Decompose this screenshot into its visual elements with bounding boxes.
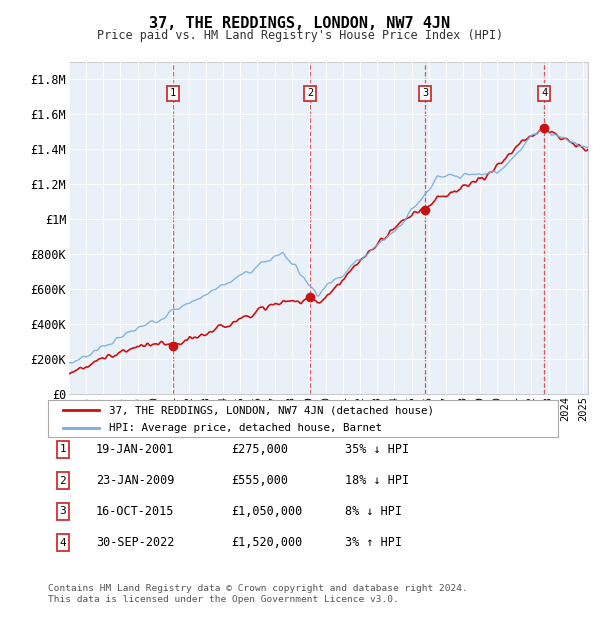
Text: 19-JAN-2001: 19-JAN-2001 xyxy=(96,443,175,456)
Text: Contains HM Land Registry data © Crown copyright and database right 2024.
This d: Contains HM Land Registry data © Crown c… xyxy=(48,583,468,604)
Text: £1,520,000: £1,520,000 xyxy=(231,536,302,549)
Text: 1: 1 xyxy=(170,89,176,99)
Text: 3: 3 xyxy=(422,89,428,99)
Text: 2: 2 xyxy=(307,89,313,99)
Text: Price paid vs. HM Land Registry's House Price Index (HPI): Price paid vs. HM Land Registry's House … xyxy=(97,29,503,42)
Text: 4: 4 xyxy=(59,538,67,547)
Text: HPI: Average price, detached house, Barnet: HPI: Average price, detached house, Barn… xyxy=(109,423,382,433)
Text: £275,000: £275,000 xyxy=(231,443,288,456)
Text: 1: 1 xyxy=(59,445,67,454)
Text: 4: 4 xyxy=(541,89,547,99)
Text: 37, THE REDDINGS, LONDON, NW7 4JN (detached house): 37, THE REDDINGS, LONDON, NW7 4JN (detac… xyxy=(109,405,434,415)
Text: 30-SEP-2022: 30-SEP-2022 xyxy=(96,536,175,549)
Text: 37, THE REDDINGS, LONDON, NW7 4JN: 37, THE REDDINGS, LONDON, NW7 4JN xyxy=(149,16,451,30)
Text: 35% ↓ HPI: 35% ↓ HPI xyxy=(345,443,409,456)
Text: 3% ↑ HPI: 3% ↑ HPI xyxy=(345,536,402,549)
Text: 16-OCT-2015: 16-OCT-2015 xyxy=(96,505,175,518)
Text: 2: 2 xyxy=(59,476,67,485)
Text: 23-JAN-2009: 23-JAN-2009 xyxy=(96,474,175,487)
Text: 18% ↓ HPI: 18% ↓ HPI xyxy=(345,474,409,487)
Text: 3: 3 xyxy=(59,507,67,516)
Text: £1,050,000: £1,050,000 xyxy=(231,505,302,518)
Text: £555,000: £555,000 xyxy=(231,474,288,487)
Text: 8% ↓ HPI: 8% ↓ HPI xyxy=(345,505,402,518)
